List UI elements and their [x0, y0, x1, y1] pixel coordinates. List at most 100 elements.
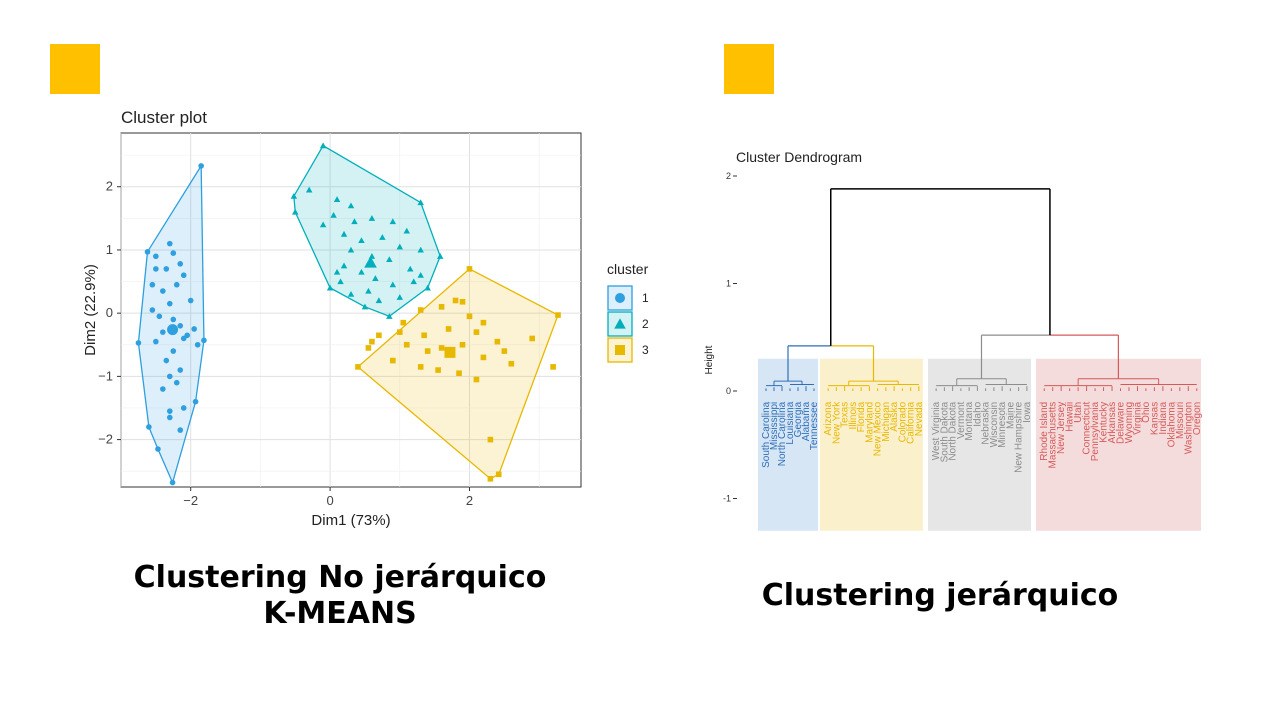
cluster-2-point — [333, 268, 341, 275]
cluster-2-point — [290, 192, 298, 199]
leaf-label: California — [906, 401, 917, 444]
cluster-3-point — [424, 348, 431, 354]
cluster-2-point — [396, 294, 404, 300]
cluster-3-point — [473, 376, 480, 383]
cluster-3-point — [459, 341, 466, 348]
accent-square-left — [50, 44, 100, 94]
gridlines — [120, 133, 581, 487]
cluster-2-point — [347, 246, 355, 253]
leaf-label: Arizona — [823, 401, 834, 435]
accent-square-right — [724, 44, 774, 94]
cluster-1-point — [177, 367, 184, 373]
legend-key-1 — [607, 285, 633, 311]
cluster-1-point — [192, 398, 199, 405]
cluster-2-point — [396, 243, 404, 250]
legend-marker-2 — [614, 318, 626, 329]
cluster-3-point — [403, 341, 410, 348]
y-tick-label: 1 — [106, 242, 113, 257]
leaf-label: Florida — [856, 401, 867, 432]
cluster-3-point — [466, 266, 473, 272]
legend-label-1: 1 — [642, 291, 649, 305]
cluster-2-point — [347, 290, 355, 297]
hierarchical-caption: Clustering jerárquico — [761, 578, 1119, 613]
leaf-label: Minnesota — [997, 401, 1008, 448]
cluster-3-point — [473, 329, 480, 335]
cluster-2-point — [417, 199, 424, 206]
cluster-2-point — [389, 281, 397, 288]
cluster-3-group — [355, 266, 561, 482]
cluster-2-point — [340, 262, 348, 269]
cluster-3-point — [494, 338, 501, 345]
y-tick-label: 2 — [106, 179, 113, 194]
cluster-2-point — [305, 186, 313, 193]
cluster-3-point — [445, 326, 452, 332]
y-tick-label: 2 — [726, 171, 731, 181]
cluster-2-point — [389, 218, 397, 225]
leaf-label: Indiana — [1158, 401, 1169, 434]
leaf-label: Oklahoma — [1166, 401, 1177, 447]
leaf-label: West Virginia — [931, 401, 942, 460]
cluster-1-point — [170, 348, 177, 354]
cluster-3-point — [417, 364, 424, 370]
leaf-label: New Hampshire — [1014, 401, 1025, 473]
cluster-1-point — [153, 266, 159, 272]
x-tick-label: 2 — [466, 493, 473, 508]
cluster-3-point — [508, 360, 515, 367]
cluster-2-point — [333, 196, 341, 202]
leaf-label: Maryland — [864, 402, 875, 443]
leaf-label: Michigan — [881, 402, 892, 442]
leaf-label: Idaho — [972, 401, 983, 426]
cluster-1-point — [180, 405, 187, 411]
cluster-2-point — [319, 142, 327, 149]
leaf-label: Montana — [964, 401, 975, 440]
leaf-label: Delaware — [1116, 401, 1127, 444]
y-axis-label: Dim2 (22.9%) — [82, 264, 99, 356]
cluster-3-point — [466, 313, 473, 320]
cluster-2-point — [330, 211, 337, 218]
cluster-1-point — [160, 386, 166, 392]
cluster-3-point — [369, 338, 375, 345]
y-tick-label: -1 — [723, 494, 731, 504]
cluster-1-point — [163, 357, 170, 364]
leaf-label: Illinois — [848, 402, 859, 430]
leaf-label: Virginia — [1132, 401, 1143, 435]
cluster-1-point — [153, 338, 159, 345]
leaf-label: Arkansas — [1107, 402, 1118, 444]
cluster-2-point — [368, 215, 376, 221]
cluster-2-point — [358, 268, 365, 275]
cluster-1-point — [163, 266, 170, 272]
leaf-label: Kentucky — [1099, 402, 1110, 443]
leaf-label: Pennsylvania — [1090, 401, 1101, 461]
cluster-1-point — [180, 272, 187, 279]
leaf-label: Utah — [1073, 402, 1084, 423]
cluster-3-point — [501, 348, 508, 354]
cluster-2-group — [290, 142, 444, 319]
cluster-highlight-box — [820, 358, 923, 531]
leaf-label: New Mexico — [873, 401, 884, 456]
leaf-label: Louisiana — [785, 401, 796, 444]
cluster-3-point — [365, 345, 372, 351]
cluster-2-center — [364, 256, 377, 268]
cluster-1-point — [191, 326, 197, 332]
leaf-label: South Carolina — [761, 401, 772, 468]
cluster-2-point — [351, 218, 358, 225]
leaf-label: Vermont — [956, 402, 967, 439]
leaf-label: South Dakota — [939, 401, 950, 462]
cluster-1-point — [177, 261, 184, 267]
cluster-1-point — [169, 479, 176, 486]
leaf-label: Rhode Island — [1039, 402, 1050, 461]
cluster-3-point — [480, 354, 487, 361]
cluster-1-point — [155, 446, 161, 452]
chart-title: Cluster plot — [121, 108, 207, 127]
leaf-label: Maine — [1005, 401, 1016, 429]
cluster-3-point — [495, 471, 502, 478]
leaf-label: Nebraska — [981, 401, 992, 444]
cluster-1-point — [135, 340, 142, 346]
cluster-3-point — [390, 357, 396, 364]
leaf-label: Wyoming — [1124, 402, 1135, 444]
cluster-1-point — [160, 329, 166, 335]
legend-label-2: 2 — [642, 317, 649, 331]
cluster-1-point — [149, 307, 156, 313]
